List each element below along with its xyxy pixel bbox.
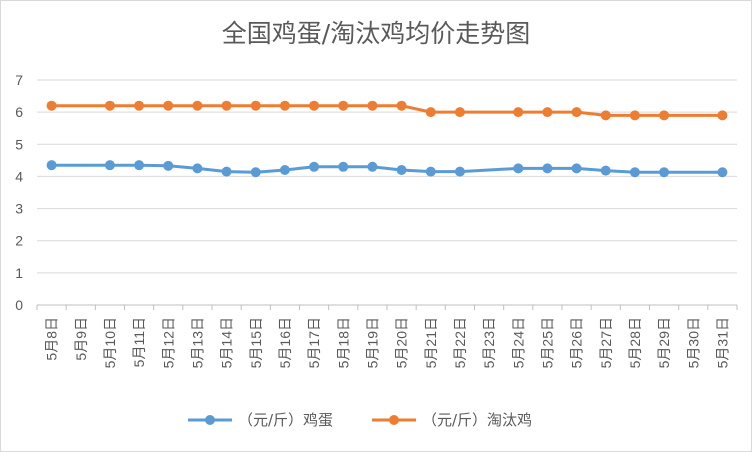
legend-marker bbox=[205, 415, 215, 425]
x-tick-label: 5月9日 bbox=[73, 317, 89, 361]
y-axis-tick-labels: 0 1 2 3 4 5 6 7 bbox=[15, 72, 23, 313]
x-tick-label: 5月11日 bbox=[131, 317, 147, 367]
x-tick-label: 5月26日 bbox=[569, 317, 585, 368]
gridlines bbox=[37, 79, 737, 274]
x-tick-label: 5月21日 bbox=[423, 317, 439, 368]
x-tick-label: 5月20日 bbox=[394, 317, 410, 368]
y-tick-label: 5 bbox=[15, 136, 23, 152]
x-tick-label: 5月27日 bbox=[598, 317, 614, 368]
series-2-point bbox=[104, 100, 115, 111]
series-1-point bbox=[425, 166, 436, 177]
series-1-point bbox=[513, 163, 524, 174]
x-tick-label: 5月17日 bbox=[306, 317, 322, 368]
x-tick-label: 5月18日 bbox=[335, 317, 351, 368]
series-1-point bbox=[454, 166, 465, 177]
x-tick-label: 5月13日 bbox=[189, 317, 205, 368]
series-2-point bbox=[279, 100, 290, 111]
series-2-point bbox=[571, 107, 582, 118]
y-tick-label: 2 bbox=[15, 233, 23, 249]
series-2-point bbox=[659, 110, 670, 121]
x-tick-label: 5月22日 bbox=[452, 317, 468, 368]
series-1-point bbox=[629, 167, 640, 178]
legend-marker bbox=[389, 415, 399, 425]
series-1-point bbox=[338, 161, 349, 172]
series-2-point bbox=[629, 110, 640, 121]
series-1-point bbox=[542, 163, 553, 174]
series-1-point bbox=[279, 165, 290, 175]
x-tick-label: 5月30日 bbox=[685, 317, 701, 368]
series-1-point bbox=[600, 165, 611, 176]
x-tick-label: 5月28日 bbox=[627, 317, 643, 368]
x-tick-label: 5月19日 bbox=[364, 317, 380, 368]
series-2-point bbox=[309, 100, 320, 111]
y-tick-label: 7 bbox=[15, 72, 23, 88]
series-2-point bbox=[396, 100, 407, 111]
legend-label: （元/斤）鸡蛋 bbox=[238, 411, 333, 429]
series-2-point bbox=[134, 100, 145, 111]
series-2-point bbox=[717, 110, 728, 121]
y-tick-label: 4 bbox=[15, 168, 23, 184]
x-tick-label: 5月10日 bbox=[102, 317, 118, 368]
series-2-point bbox=[454, 107, 465, 118]
series-line-1 bbox=[50, 163, 724, 174]
x-tick-label: 5月31日 bbox=[714, 317, 730, 368]
series-2-point bbox=[367, 100, 378, 111]
y-tick-label: 3 bbox=[15, 201, 23, 217]
series-1-point bbox=[134, 160, 145, 171]
series-2-point bbox=[192, 100, 203, 111]
series-1-point bbox=[659, 167, 670, 178]
series-2-point bbox=[513, 107, 524, 118]
series-1-point bbox=[250, 167, 261, 178]
series-1-point bbox=[163, 160, 174, 171]
series-2-point bbox=[338, 100, 349, 111]
x-tick-label: 5月25日 bbox=[539, 317, 555, 368]
axes bbox=[36, 304, 738, 310]
x-tick-label: 5月14日 bbox=[219, 317, 235, 368]
x-tick-label: 5月29日 bbox=[656, 317, 672, 368]
x-axis-tick-labels: 5月8日 5月9日 5月10日 5月11日 5月12日 5月13日 5月14日 5月15日 5月… bbox=[44, 317, 731, 368]
y-tick-label: 1 bbox=[15, 265, 23, 281]
x-tick-label: 5月15日 bbox=[248, 317, 264, 368]
series-1-point bbox=[221, 166, 232, 177]
series-1-point bbox=[309, 161, 320, 172]
series-1-point bbox=[192, 163, 203, 174]
series-2-point bbox=[600, 110, 611, 121]
chart-title: 全国鸡蛋/淘汰鸡均价走势图 bbox=[221, 19, 531, 48]
data-series bbox=[46, 100, 728, 178]
series-1-point bbox=[46, 160, 57, 171]
series-2-point bbox=[46, 100, 57, 111]
series-1-point bbox=[367, 161, 378, 172]
series-2-point bbox=[163, 100, 174, 111]
series-2-point bbox=[250, 100, 261, 111]
y-tick-label: 0 bbox=[15, 297, 23, 313]
x-tick-label: 5月8日 bbox=[44, 317, 60, 361]
legend-label: （元/斤）淘汰鸡 bbox=[422, 411, 532, 429]
series-1-point bbox=[571, 163, 582, 174]
x-tick-label: 5月23日 bbox=[481, 317, 497, 368]
series-line-2 bbox=[50, 104, 724, 117]
y-tick-label: 6 bbox=[15, 104, 23, 120]
legend: （元/斤）鸡蛋 （元/斤）淘汰鸡 bbox=[188, 411, 532, 429]
series-1-point bbox=[396, 165, 407, 175]
series-1-point bbox=[717, 167, 728, 178]
series-2-point bbox=[542, 107, 553, 118]
series-2-point bbox=[221, 100, 232, 111]
series-1-point bbox=[104, 160, 115, 171]
x-tick-label: 5月24日 bbox=[510, 317, 526, 368]
series-2-point bbox=[425, 107, 436, 118]
x-tick-label: 5月16日 bbox=[277, 317, 293, 368]
x-tick-label: 5月12日 bbox=[160, 317, 176, 368]
